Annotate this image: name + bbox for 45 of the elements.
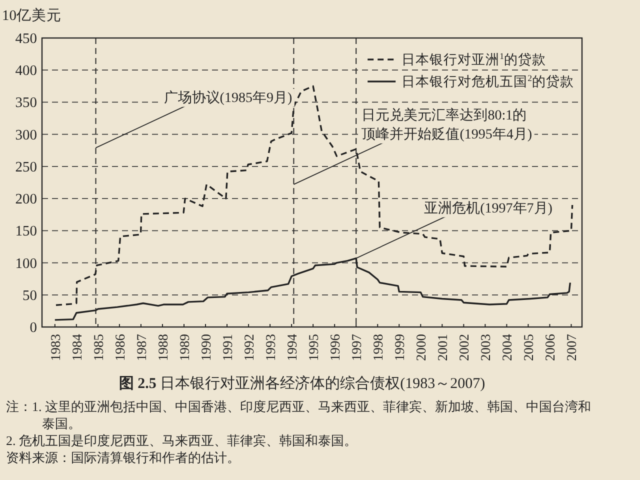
x-tick-label: 2000 [413, 334, 428, 361]
x-tick-label: 1993 [262, 334, 278, 361]
x-tick-label: 1997 [348, 334, 364, 361]
x-tick-label: 1989 [176, 334, 192, 361]
x-tick-label: 2007 [564, 334, 579, 361]
x-tick-label: 1996 [327, 334, 342, 361]
x-tick-label: 2006 [542, 334, 558, 361]
y-tick-label: 0 [30, 320, 37, 336]
x-tick-label: 1994 [284, 334, 300, 361]
y-tick-label: 100 [15, 256, 37, 272]
x-tick-label: 1986 [112, 334, 127, 361]
x-tick-label: 2001 [434, 334, 450, 361]
legend-label: 日本银行对危机五国$^{2}$的贷款 [402, 73, 574, 89]
text: 资料来源：国际清算银行和作者的估计。 [5, 449, 241, 466]
legend-label: 日本银行对亚洲$^{1}$的贷款 [402, 51, 546, 67]
ref-line-label: 广场协议(1985年9月) [164, 90, 292, 106]
annotation: 日元兑美元汇率达到80:1的顶峰并开始贬值(1995年4月) [362, 107, 532, 142]
y-axis-title: 10亿美元 [2, 7, 62, 24]
y-tick-label: 450 [15, 31, 37, 47]
x-tick-label: 1990 [198, 334, 214, 361]
x-tick-label: 1983 [47, 334, 62, 361]
text: 注：1. 这里的亚洲包括中国、中国香港、印度尼西亚、马来西亚、菲律宾、新加坡、韩国、中国台湾和泰国。 [5, 398, 592, 432]
y-tick-label: 300 [15, 127, 37, 144]
x-tick-label: 1999 [392, 334, 407, 361]
y-tick-label: 400 [15, 63, 37, 80]
x-tick-label: 2003 [478, 334, 493, 361]
x-tick-label: 2004 [499, 334, 514, 361]
y-tick-label: 350 [15, 95, 37, 112]
y-tick-label: 250 [15, 159, 37, 176]
y-tick-label: 50 [22, 288, 37, 304]
x-tick-label: 1988 [154, 334, 170, 361]
text: 图 2.5 日本银行对亚洲各经济体的综合债权(1983～2007) [118, 375, 486, 392]
x-tick-label: 1995 [306, 334, 321, 361]
x-tick-label: 2002 [456, 334, 472, 361]
y-tick-label: 150 [15, 224, 37, 240]
x-tick-label: 2005 [520, 334, 536, 361]
annotation: 亚洲危机(1997年7月) [424, 200, 553, 216]
x-tick-label: 1991 [220, 334, 235, 361]
x-tick-label: 1998 [370, 334, 386, 361]
y-tick-label: 200 [15, 192, 37, 208]
text: 2. 危机五国是印度尼西亚、马来西亚、菲律宾、韩国和泰国。 [5, 432, 358, 449]
x-tick-label: 1992 [241, 334, 256, 361]
x-tick-label: 1984 [68, 334, 84, 361]
x-tick-label: 1987 [133, 334, 148, 361]
x-tick-label: 1985 [90, 334, 106, 361]
